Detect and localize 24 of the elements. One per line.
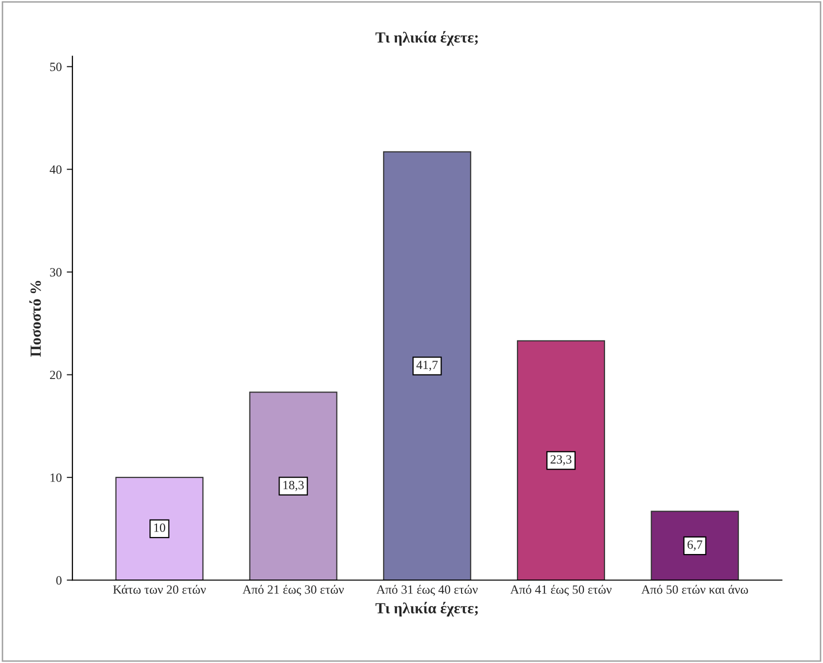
x-tick-label: Από 50 ετών και άνω [641, 584, 748, 594]
data-label: 41,7 [416, 360, 438, 371]
data-label: 6,7 [688, 540, 702, 551]
y-axis-title: Ποσοστό % [29, 280, 41, 357]
bar [383, 151, 472, 580]
bar [650, 510, 739, 580]
data-label: 18,3 [283, 480, 304, 492]
chart-title: Τι ηλικία έχετε; [376, 31, 478, 46]
y-tick-label: 0 [56, 576, 62, 585]
y-tick-label: 30 [50, 268, 62, 276]
x-axis-title: Τι ηλικία έχετε; [376, 602, 478, 616]
bar [115, 476, 204, 580]
y-tick-label: 40 [50, 165, 62, 174]
x-tick-label: Από 31 έως 40 ετών [376, 584, 478, 596]
data-label: 23,3 [550, 455, 572, 466]
data-label: 10 [154, 523, 166, 532]
x-tick-label: Από 41 έως 50 ετών [510, 584, 612, 596]
bar [249, 392, 338, 580]
y-tick-label: 20 [50, 370, 62, 380]
y-tick-label: 10 [50, 473, 62, 482]
x-tick-label: Από 21 έως 30 ετών [242, 584, 344, 596]
bar [516, 340, 606, 580]
x-tick-label: Κάτω των 20 ετών [113, 584, 206, 594]
y-tick-label: 50 [50, 62, 62, 72]
